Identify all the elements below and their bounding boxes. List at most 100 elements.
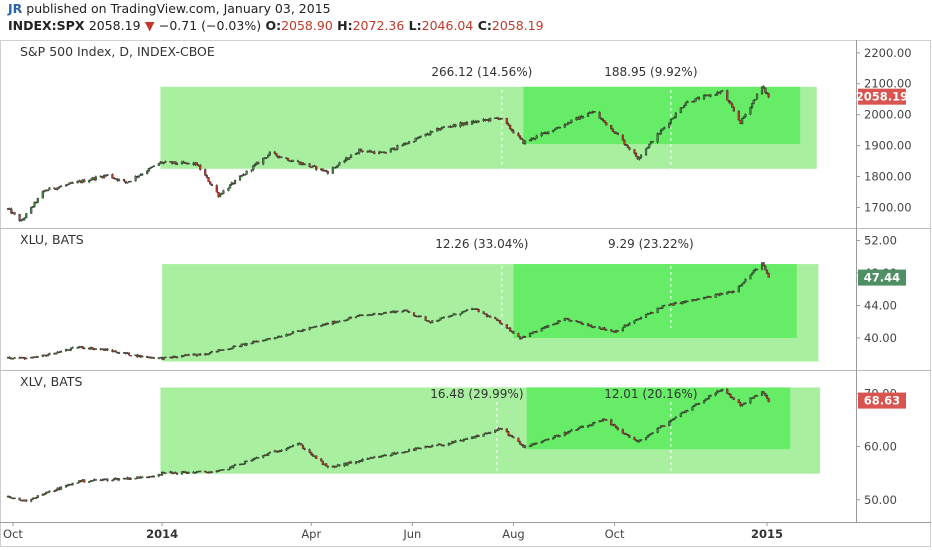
inner-range-box[interactable] (523, 86, 801, 145)
candle-body (209, 352, 212, 355)
candle-body (616, 132, 619, 136)
candle-body (406, 451, 409, 453)
candle-body (83, 347, 86, 350)
candle-body (310, 452, 313, 455)
candle-body (626, 145, 629, 148)
candle-body (750, 272, 754, 276)
candle-body (439, 128, 442, 131)
candle-body (285, 448, 288, 451)
open-value: 2058.90 (281, 18, 333, 33)
candle-body (729, 393, 732, 398)
last-price-tag-label: 47.44 (864, 271, 900, 285)
candle-body (581, 116, 585, 119)
y-tick-label: 50.00 (864, 493, 897, 507)
candle-body (346, 462, 349, 466)
candle-body (732, 397, 735, 400)
candle-body (354, 153, 358, 156)
candle-body (454, 313, 457, 316)
candle-body (240, 175, 243, 177)
candle-body (552, 437, 555, 440)
candle-body (714, 294, 717, 298)
candle-body (494, 429, 497, 433)
pane-3[interactable]: XLV, BATS 16.48 (29.99%) 12.01 (20.16%) 50.… (0, 370, 931, 522)
candle-body (460, 311, 464, 314)
candle-body (8, 357, 11, 359)
symbol-name[interactable]: INDEX:SPX (8, 18, 85, 33)
inner-range-box[interactable] (526, 387, 791, 450)
candle-body (268, 338, 271, 340)
candle-body (245, 170, 248, 175)
candle-body (227, 468, 230, 471)
candle-body (48, 352, 51, 356)
candle-body (401, 144, 404, 147)
candle-body (48, 490, 51, 493)
candle-body (674, 302, 677, 304)
candle-body (639, 439, 643, 441)
candle-body (195, 162, 199, 166)
candle-body (656, 428, 659, 433)
candle-body (321, 168, 324, 172)
candle-body (755, 93, 759, 100)
candle-body (431, 320, 434, 324)
candle-body (275, 337, 278, 339)
candle-body (356, 152, 359, 155)
candle-body (227, 188, 230, 191)
candle-body (175, 163, 179, 165)
candle-body (161, 472, 164, 476)
last-price-tag-label: 68.63 (864, 394, 900, 408)
candle-body (558, 435, 561, 437)
candle-body (500, 323, 503, 325)
candle-body (296, 160, 300, 163)
candle-body (71, 347, 74, 349)
candle-body (252, 458, 255, 461)
candle-body (141, 173, 144, 176)
candle-body (288, 446, 291, 449)
candle-body (694, 97, 697, 102)
candle-body (648, 143, 651, 148)
candle-body (300, 443, 303, 446)
candle-body (489, 315, 492, 318)
candle-body (732, 107, 735, 112)
candle-body (83, 479, 86, 483)
candle-body (134, 176, 137, 182)
publisher-initials[interactable]: JR (8, 1, 23, 16)
inner-range-box[interactable] (513, 264, 797, 338)
candle-body (721, 388, 724, 391)
candle-body (45, 491, 48, 495)
candle-body (384, 152, 387, 154)
candle-body (187, 162, 190, 165)
candle-body (553, 435, 556, 439)
candle-body (291, 445, 295, 447)
candle-body (741, 283, 744, 286)
candle-body (127, 352, 131, 356)
candle-body (265, 338, 268, 341)
pane-1[interactable]: S&P 500 Index, D, INDEX-CBOE 266.12 (14.5… (6, 40, 912, 228)
time-axis[interactable]: Oct 2014 Apr Jun Aug Oct 2015 (0, 522, 931, 541)
candle-body (338, 162, 341, 166)
candle-body (742, 281, 745, 284)
y-tick-label: 40.00 (864, 331, 897, 345)
candle-body (205, 175, 208, 178)
candle-body (175, 356, 179, 359)
candle-body (625, 144, 628, 146)
candle-body (46, 354, 49, 357)
candle-body (199, 164, 202, 170)
candle-body (210, 183, 213, 186)
candle-body (48, 187, 51, 191)
pane-2[interactable]: XLU, BATS 12.26 (33.04%) 9.29 (23.22%) 40.0… (0, 228, 931, 370)
candle-body (349, 461, 353, 464)
candle-body (114, 350, 117, 353)
candle-body (540, 132, 543, 137)
candle-body (658, 133, 661, 135)
candle-body (767, 398, 770, 403)
candle-body (64, 184, 68, 187)
candle-body (174, 356, 177, 358)
candle-body (623, 324, 626, 328)
open-label: O: (265, 18, 282, 33)
candle-body (729, 101, 732, 105)
candle-body (407, 311, 411, 313)
candle-body (149, 167, 152, 169)
candle-body (543, 439, 547, 442)
candle-body (656, 133, 659, 143)
